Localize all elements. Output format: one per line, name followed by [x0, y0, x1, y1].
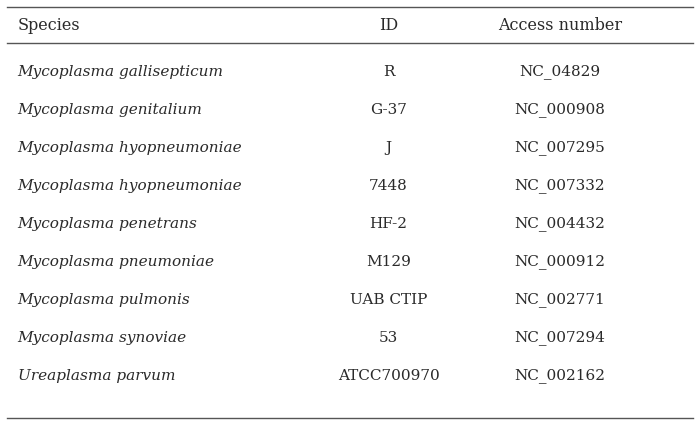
Text: Mycoplasma genitalium: Mycoplasma genitalium — [18, 103, 202, 117]
Text: NC_007332: NC_007332 — [514, 178, 606, 193]
Text: NC_002162: NC_002162 — [514, 368, 606, 383]
Text: Mycoplasma hyopneumoniae: Mycoplasma hyopneumoniae — [18, 141, 242, 155]
Text: Access number: Access number — [498, 17, 622, 34]
Text: 53: 53 — [379, 331, 398, 345]
Text: NC_002771: NC_002771 — [514, 293, 606, 308]
Text: NC_007295: NC_007295 — [514, 141, 606, 155]
Text: ATCC700970: ATCC700970 — [337, 369, 440, 383]
Text: R: R — [383, 65, 394, 79]
Text: Mycoplasma pneumoniae: Mycoplasma pneumoniae — [18, 255, 214, 269]
Text: 7448: 7448 — [369, 179, 408, 193]
Text: NC_007294: NC_007294 — [514, 331, 606, 345]
Text: Species: Species — [18, 17, 80, 34]
Text: NC_04829: NC_04829 — [519, 65, 601, 79]
Text: M129: M129 — [366, 255, 411, 269]
Text: Ureaplasma parvum: Ureaplasma parvum — [18, 369, 175, 383]
Text: Mycoplasma hyopneumoniae: Mycoplasma hyopneumoniae — [18, 179, 242, 193]
Text: ID: ID — [379, 17, 398, 34]
Text: Mycoplasma penetrans: Mycoplasma penetrans — [18, 217, 197, 231]
Text: Mycoplasma gallisepticum: Mycoplasma gallisepticum — [18, 65, 223, 79]
Text: Mycoplasma pulmonis: Mycoplasma pulmonis — [18, 293, 190, 307]
Text: NC_004432: NC_004432 — [514, 216, 606, 231]
Text: UAB CTIP: UAB CTIP — [350, 293, 427, 307]
Text: HF-2: HF-2 — [370, 217, 407, 231]
Text: NC_000908: NC_000908 — [514, 103, 606, 118]
Text: Mycoplasma synoviae: Mycoplasma synoviae — [18, 331, 187, 345]
Text: J: J — [386, 141, 391, 155]
Text: NC_000912: NC_000912 — [514, 255, 606, 269]
Text: G-37: G-37 — [370, 103, 407, 117]
